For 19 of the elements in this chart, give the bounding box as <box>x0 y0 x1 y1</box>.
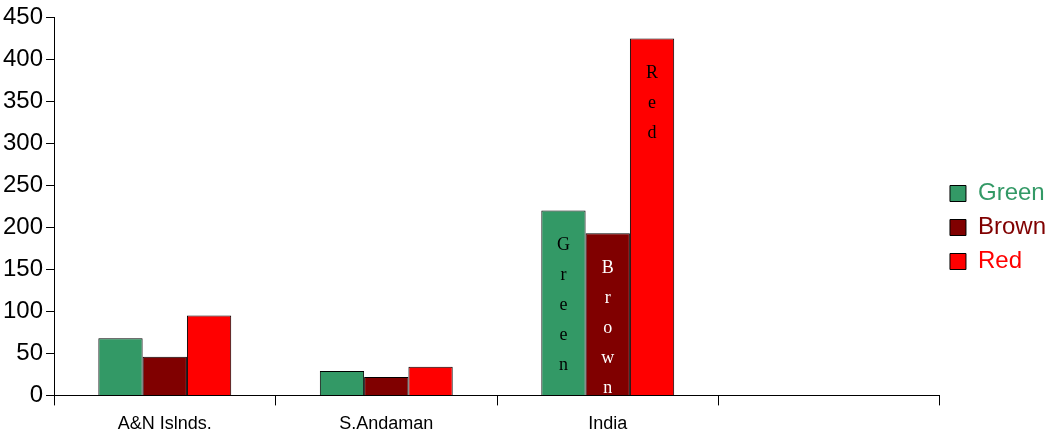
y-tick-label: 250 <box>3 170 44 198</box>
legend-label: Green <box>977 178 1045 206</box>
y-tick-label: 350 <box>3 86 44 114</box>
y-tick-label: 300 <box>3 128 44 156</box>
x-tick-label: A&N Islnds. <box>117 413 212 434</box>
legend-label: Red <box>977 246 1022 274</box>
annotation: Green <box>556 234 570 375</box>
y-tick-label: 100 <box>3 296 44 324</box>
y-tick-label: 450 <box>3 2 44 30</box>
annotation: Brown <box>601 257 615 398</box>
y-tick-label: 200 <box>3 212 44 240</box>
annotation: Red <box>646 62 659 143</box>
y-tick-label: 0 <box>29 380 44 408</box>
legend-label: Brown <box>977 212 1046 240</box>
x-tick-label: India <box>588 413 629 434</box>
y-tick-label: 150 <box>3 254 44 282</box>
y-tick-label: 50 <box>16 338 44 366</box>
x-tick-label: S.Andaman <box>339 413 434 434</box>
y-tick-label: 400 <box>3 44 44 72</box>
